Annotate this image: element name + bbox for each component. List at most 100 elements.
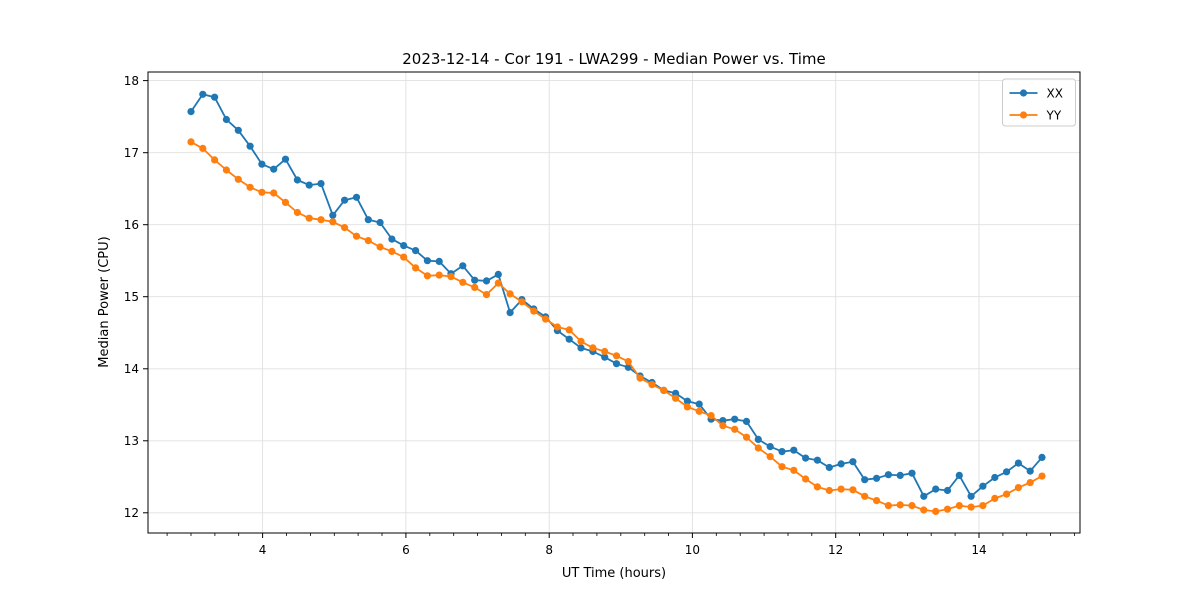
plot-frame [147, 71, 1081, 534]
data-point-YY [778, 463, 786, 471]
data-point-XX [601, 353, 609, 361]
data-point-YY [494, 279, 502, 287]
data-point-YY [352, 232, 361, 240]
data-point-XX [211, 93, 219, 101]
y-tick-label: 15 [124, 290, 139, 304]
data-point-YY [683, 403, 692, 411]
data-point-YY [672, 394, 680, 402]
data-point-YY [506, 290, 514, 298]
x-tick-label: 12 [828, 543, 843, 557]
data-point-YY [920, 506, 928, 514]
data-point-YY [376, 243, 384, 251]
data-point-XX [849, 458, 857, 466]
data-point-XX [991, 473, 999, 482]
data-point-YY [601, 347, 609, 356]
legend: XX YY [1002, 78, 1076, 127]
data-point-YY [612, 352, 621, 360]
data-point-XX [979, 482, 987, 490]
data-point-XX [967, 492, 975, 500]
x-axis-label: UT Time (hours) [562, 566, 666, 581]
data-point-YY [754, 444, 762, 452]
data-point-XX [352, 193, 361, 201]
data-point-XX [281, 155, 290, 163]
data-point-XX [506, 309, 514, 317]
y-tick-label: 18 [124, 74, 139, 88]
x-tick-label: 8 [545, 543, 553, 557]
data-point-YY [825, 486, 833, 495]
data-point-YY [400, 253, 408, 261]
data-point-XX [802, 454, 810, 462]
data-point-YY [719, 422, 727, 430]
data-point-XX [778, 448, 786, 456]
data-point-XX [1026, 467, 1034, 475]
series-line-XX [190, 93, 1043, 498]
y-tick-label: 12 [124, 506, 139, 520]
data-point-XX [234, 126, 242, 134]
data-point-YY [660, 386, 668, 394]
data-point-YY [435, 271, 443, 279]
data-point-XX [766, 443, 774, 451]
data-point-YY [861, 492, 869, 500]
data-point-YY [884, 502, 893, 510]
data-point-XX [884, 471, 893, 479]
legend-label-XX: XX [1047, 86, 1063, 100]
data-point-XX [459, 262, 467, 270]
data-point-XX [683, 397, 692, 405]
data-point-XX [246, 142, 254, 150]
data-point-YY [837, 485, 845, 493]
data-point-YY [1038, 472, 1046, 480]
data-point-YY [222, 166, 230, 174]
data-point-YY [530, 307, 538, 315]
data-point-YY [802, 475, 810, 483]
data-point-XX [731, 415, 739, 423]
data-point-YY [293, 208, 301, 217]
data-point-XX [329, 211, 337, 219]
data-point-YY [459, 278, 467, 286]
y-tick-label: 17 [124, 146, 139, 160]
data-point-XX [943, 486, 952, 495]
data-point-YY [423, 272, 431, 280]
data-point-YY [932, 507, 940, 515]
data-point-YY [518, 298, 526, 306]
data-point-YY [707, 412, 715, 420]
data-point-YY [896, 501, 904, 509]
data-point-YY [234, 175, 242, 183]
data-point-XX [258, 160, 266, 168]
data-point-YY [482, 291, 491, 299]
data-point-YY [305, 214, 313, 222]
data-point-YY [270, 189, 278, 197]
data-point-YY [341, 224, 349, 232]
data-point-XX [861, 476, 869, 484]
data-point-XX [199, 90, 207, 98]
data-point-YY [979, 502, 987, 510]
y-tick-label: 13 [124, 434, 139, 448]
data-point-YY [317, 216, 325, 224]
data-point-YY [281, 198, 290, 206]
data-point-XX [412, 247, 420, 255]
data-point-YY [742, 433, 751, 441]
data-point-YY [329, 218, 337, 226]
data-point-XX [790, 446, 798, 454]
data-point-YY [790, 466, 798, 474]
x-tick-label: 14 [971, 543, 986, 557]
data-point-YY [636, 374, 644, 382]
data-point-XX [400, 242, 408, 250]
chart-title: 2023-12-14 - Cor 191 - LWA299 - Median P… [402, 50, 826, 68]
data-point-YY [813, 483, 822, 491]
data-point-YY [447, 273, 455, 281]
data-point-YY [731, 425, 739, 433]
data-point-XX [435, 257, 443, 265]
series-YY [187, 138, 1046, 515]
y-tick-label: 16 [124, 218, 139, 232]
data-point-YY [187, 138, 195, 146]
data-point-XX [1038, 453, 1046, 461]
legend-marker-YY [1019, 111, 1028, 119]
x-tick-label: 10 [685, 543, 700, 557]
data-point-YY [991, 494, 999, 502]
data-point-XX [813, 456, 822, 464]
data-point-YY [412, 264, 420, 272]
data-point-XX [873, 474, 881, 482]
data-point-YY [577, 337, 585, 345]
